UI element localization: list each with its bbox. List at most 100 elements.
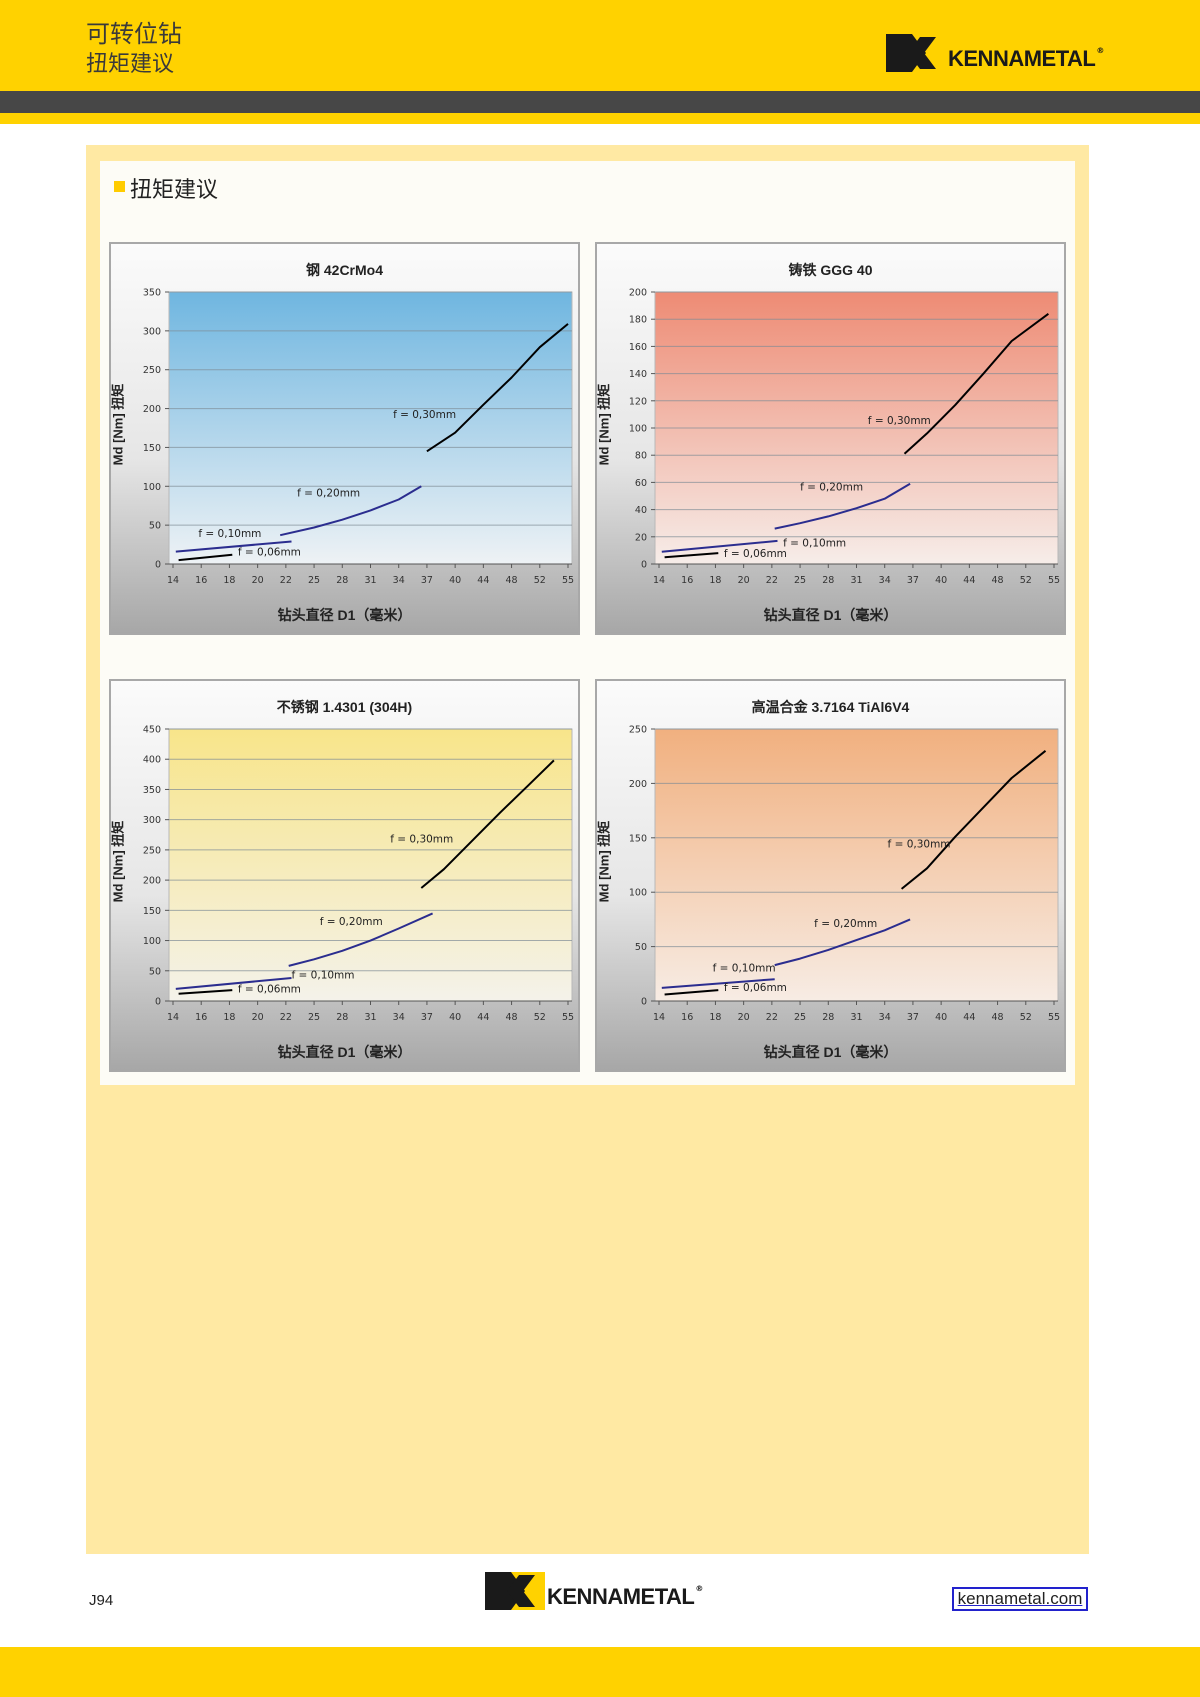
series-annotation: f = 0,06mm: [724, 548, 787, 560]
series-line: [178, 989, 233, 995]
plot-area: [168, 728, 573, 1002]
y-tick-label: 200: [143, 404, 161, 415]
y-tick-label: 200: [143, 876, 161, 887]
x-tick-label: 25: [308, 575, 320, 586]
x-tick-label: 48: [506, 1012, 518, 1023]
x-tick-label: 25: [794, 1012, 806, 1023]
x-tick-label: 37: [907, 575, 919, 586]
x-tick-label: 14: [167, 1012, 179, 1023]
footer-kennametal-logo: KENNAMETAL®: [485, 1572, 703, 1610]
y-tick-label: 250: [629, 725, 647, 736]
x-tick-label: 14: [167, 575, 179, 586]
x-tick-label: 25: [308, 1012, 320, 1023]
x-tick-label: 14: [653, 1012, 665, 1023]
x-tick-label: 40: [449, 1012, 461, 1023]
series-annotation: f = 0,10mm: [292, 970, 355, 982]
website-link[interactable]: kennametal.com: [952, 1587, 1088, 1611]
header-band: [0, 0, 1200, 91]
x-tick-label: 14: [653, 575, 665, 586]
y-tick-label: 150: [143, 443, 161, 454]
header-dark-bar: [0, 91, 1200, 113]
series-annotation: f = 0,10mm: [783, 537, 846, 549]
chart-cast-iron-plot: 0 20 40 60 80 100 120 140 160 180 200 14 16 18 20 22 25 2…: [629, 288, 1060, 587]
x-tick-label: 20: [252, 575, 264, 586]
y-tick-label: 50: [149, 521, 161, 532]
y-tick-label: 50: [149, 966, 161, 977]
x-tick-label: 52: [1020, 1012, 1032, 1023]
footer-band: [0, 1647, 1200, 1697]
series-annotation: f = 0,20mm: [814, 918, 877, 930]
x-tick-label: 44: [477, 1012, 489, 1023]
series-line: [178, 553, 233, 562]
x-tick-label: 34: [879, 575, 891, 586]
series-annotation: f = 0,10mm: [198, 528, 261, 540]
series-line: [175, 540, 292, 553]
series-line: [426, 323, 569, 453]
y-tick-label: 300: [143, 326, 161, 337]
page-subtitle: 扭矩建议: [86, 52, 175, 77]
y-tick-label: 0: [641, 997, 647, 1008]
x-tick-label: 16: [681, 1012, 693, 1023]
page-title: 可转位钻: [86, 20, 182, 48]
y-tick-label: 80: [635, 451, 647, 462]
x-tick-label: 16: [195, 1012, 207, 1023]
chart-x-axis-label: 钻头直径 D1（毫米）: [277, 607, 412, 623]
series-line: [420, 759, 555, 889]
x-tick-label: 18: [709, 575, 721, 586]
series-line: [279, 485, 422, 537]
x-tick-label: 37: [421, 1012, 433, 1023]
x-tick-label: 31: [364, 575, 376, 586]
x-tick-label: 28: [822, 575, 834, 586]
series-line: [900, 750, 1047, 890]
x-tick-label: 37: [907, 1012, 919, 1023]
x-tick-label: 18: [223, 1012, 235, 1023]
x-tick-label: 34: [393, 575, 405, 586]
chart-steel-plot: 0 50 100 150 200 250 300 350 14 16 18 20 22 25 28 31 34 3…: [143, 288, 574, 587]
page-number: J94: [89, 1592, 114, 1609]
chart-y-axis-label: Md [Nm] 扭矩: [110, 820, 126, 903]
chart-cast-iron: 0 20 40 60 80 100 120 140 160 180 200 14 16 18 20 22 25 2…: [595, 242, 1066, 635]
series-line: [661, 539, 778, 553]
series-line: [664, 989, 719, 996]
y-tick-label: 100: [143, 482, 161, 493]
x-tick-label: 22: [280, 575, 292, 586]
brand-name: KENNAMETAL: [948, 46, 1096, 71]
x-tick-label: 40: [935, 1012, 947, 1023]
x-tick-label: 34: [879, 1012, 891, 1023]
chart-superalloy: 0 50 100 150 200 250 14 16 18 20 22 25 28 31 34 37 40 44 4…: [595, 679, 1066, 1072]
x-tick-label: 55: [1048, 1012, 1060, 1023]
chart-y-axis-label: Md [Nm] 扭矩: [596, 820, 612, 903]
x-tick-label: 25: [794, 575, 806, 586]
x-tick-label: 34: [393, 1012, 405, 1023]
x-tick-label: 16: [195, 575, 207, 586]
header-accent-bar: [0, 113, 1200, 124]
chart-steel: 0 50 100 150 200 250 300 350 14 16 18 20 22 25 28 31 34 3…: [109, 242, 580, 635]
series-annotation: f = 0,30mm: [393, 409, 456, 421]
chart-stainless: 0 50 100 150 200 250 300 350 400 450 14 16 18 20 22 25 2…: [109, 679, 580, 1072]
series-annotation: f = 0,06mm: [238, 546, 301, 558]
chart-y-axis-label: Md [Nm] 扭矩: [596, 383, 612, 466]
x-tick-label: 55: [1048, 575, 1060, 586]
y-tick-label: 250: [143, 365, 161, 376]
series-annotation: f = 0,30mm: [888, 839, 951, 851]
chart-x-axis-label: 钻头直径 D1（毫米）: [763, 1044, 898, 1060]
series-line: [774, 918, 911, 967]
y-tick-label: 100: [143, 936, 161, 947]
series-line: [661, 978, 775, 989]
x-tick-label: 40: [449, 575, 461, 586]
x-tick-label: 48: [506, 575, 518, 586]
y-tick-label: 40: [635, 505, 647, 516]
y-tick-label: 450: [143, 725, 161, 736]
x-tick-label: 44: [963, 1012, 975, 1023]
chart-x-axis-label: 钻头直径 D1（毫米）: [763, 607, 898, 623]
y-tick-label: 150: [143, 906, 161, 917]
x-tick-label: 40: [935, 575, 947, 586]
brand-reg: ®: [1096, 46, 1104, 55]
y-tick-label: 100: [629, 888, 647, 899]
series-line: [175, 977, 292, 990]
y-tick-label: 160: [629, 342, 647, 353]
x-tick-label: 28: [336, 1012, 348, 1023]
y-tick-label: 150: [629, 833, 647, 844]
x-tick-label: 48: [992, 575, 1004, 586]
x-tick-label: 28: [822, 1012, 834, 1023]
